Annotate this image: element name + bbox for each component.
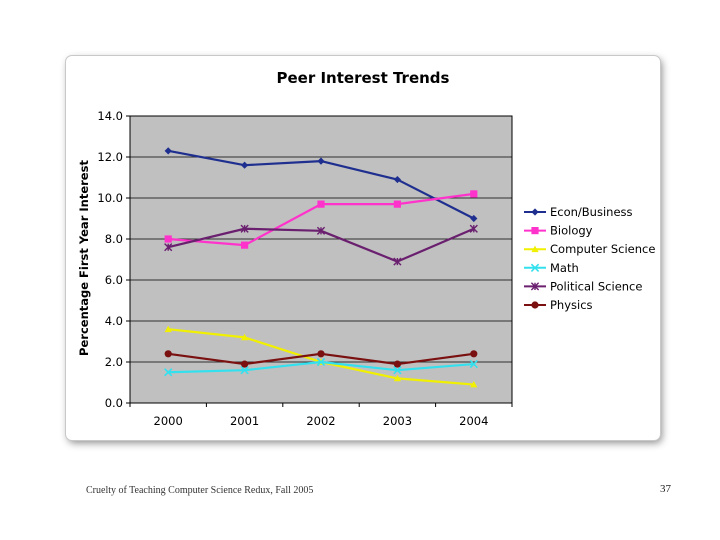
y-tick-label: 12.0 bbox=[97, 150, 123, 164]
data-point bbox=[469, 359, 478, 369]
x-tick-label: 2002 bbox=[306, 414, 335, 428]
data-point bbox=[241, 161, 249, 169]
data-point bbox=[393, 200, 401, 208]
data-point bbox=[393, 360, 401, 368]
data-point bbox=[393, 175, 401, 184]
legend-marker bbox=[531, 227, 539, 235]
data-point bbox=[164, 243, 173, 252]
data-point bbox=[317, 350, 325, 358]
legend-entry: Political Science bbox=[524, 279, 642, 293]
y-tick-label: 8.0 bbox=[105, 232, 123, 246]
data-point bbox=[469, 224, 478, 233]
legend-marker bbox=[531, 245, 539, 253]
x-tick-label: 2000 bbox=[154, 414, 183, 428]
x-tick-label: 2004 bbox=[459, 414, 488, 428]
legend-label: Computer Science bbox=[550, 242, 655, 256]
x-tick-label: 2003 bbox=[383, 414, 412, 428]
legend-marker bbox=[531, 301, 539, 309]
data-point bbox=[241, 241, 249, 249]
data-point bbox=[470, 214, 478, 223]
series-biology bbox=[164, 190, 478, 249]
chart-card: Peer Interest Trends 0.0 2.0 4.0 6.0 8.0 10.0… bbox=[66, 56, 660, 440]
legend-marker bbox=[530, 282, 540, 291]
data-point bbox=[470, 190, 478, 198]
y-axis-label: Percentage First Year Interest bbox=[77, 160, 91, 356]
y-tick-label: 2.0 bbox=[105, 355, 123, 369]
data-point bbox=[164, 350, 172, 358]
data-point bbox=[164, 147, 172, 155]
chart-title: Peer Interest Trends bbox=[277, 69, 450, 87]
y-tick-label: 4.0 bbox=[105, 314, 123, 328]
data-point bbox=[393, 374, 401, 382]
legend-label: Biology bbox=[550, 224, 593, 238]
data-point bbox=[470, 380, 478, 388]
series-physics bbox=[164, 350, 478, 368]
legend-entry: Math bbox=[524, 261, 579, 275]
y-tick-label: 14.0 bbox=[97, 109, 123, 123]
data-point bbox=[240, 224, 249, 233]
data-point bbox=[317, 157, 325, 165]
data-point bbox=[241, 360, 249, 368]
line-chart: Peer Interest Trends 0.0 2.0 4.0 6.0 8.0 10.0… bbox=[77, 69, 655, 428]
legend-entry: Computer Science bbox=[524, 242, 655, 256]
legend-entry: Econ/Business bbox=[524, 205, 633, 219]
series-math bbox=[164, 357, 478, 377]
legend-entry: Physics bbox=[524, 298, 593, 312]
data-point bbox=[317, 200, 325, 208]
legend-label: Political Science bbox=[550, 279, 642, 293]
y-tick-label: 10.0 bbox=[97, 191, 123, 205]
data-point bbox=[470, 350, 478, 358]
data-point bbox=[241, 333, 249, 341]
data-point bbox=[393, 257, 402, 266]
page-number: 37 bbox=[660, 483, 671, 495]
y-tick-label: 0.0 bbox=[105, 396, 123, 410]
legend-marker bbox=[531, 208, 539, 216]
legend-label: Physics bbox=[550, 298, 593, 312]
footer-text: Cruelty of Teaching Computer Science Red… bbox=[86, 485, 314, 496]
series-political-science bbox=[164, 224, 478, 266]
data-point bbox=[164, 325, 172, 333]
legend-label: Econ/Business bbox=[550, 205, 633, 219]
data-point bbox=[240, 366, 249, 375]
data-point bbox=[316, 357, 326, 367]
data-point bbox=[316, 226, 326, 235]
y-tick-label: 6.0 bbox=[105, 273, 123, 287]
legend-marker bbox=[530, 263, 540, 272]
legend-entry: Biology bbox=[524, 224, 593, 238]
legend-label: Math bbox=[550, 261, 579, 275]
data-point bbox=[393, 366, 402, 375]
data-point bbox=[164, 235, 172, 243]
series-econ-business bbox=[164, 147, 478, 223]
x-tick-label: 2001 bbox=[230, 414, 259, 428]
data-point bbox=[164, 368, 173, 377]
